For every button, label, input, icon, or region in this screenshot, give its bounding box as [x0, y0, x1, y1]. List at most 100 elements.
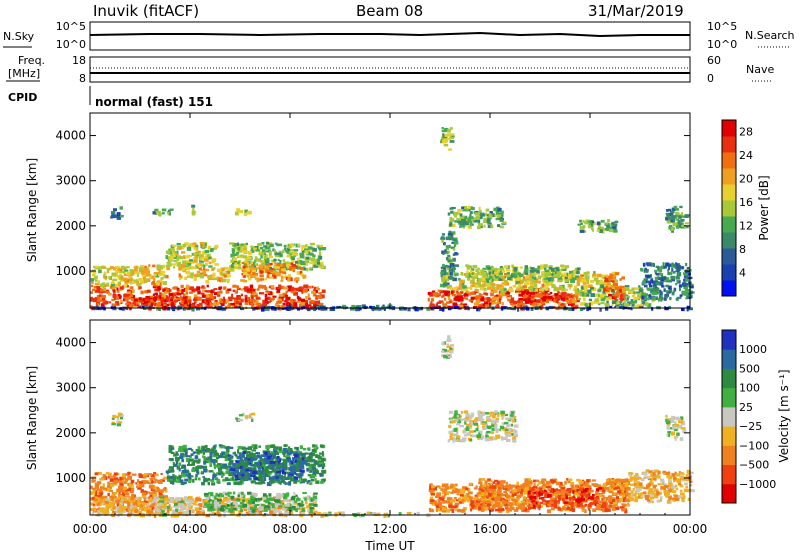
power-cell: [119, 206, 123, 210]
power-cell: [444, 133, 448, 137]
power-cell: [488, 269, 493, 273]
velocity-cell: [275, 467, 278, 471]
velocity-cell: [121, 473, 126, 478]
velocity-cell: [320, 480, 324, 484]
power-cell: [602, 229, 605, 234]
power-cell: [492, 289, 498, 293]
power-cell: [441, 276, 446, 280]
power-cell: [622, 290, 626, 293]
power-cell: [221, 278, 227, 283]
power-cell: [560, 297, 565, 301]
velocity-cell: [266, 471, 270, 474]
power-cell: [178, 273, 181, 277]
velocity-cell: [282, 508, 287, 511]
power-cell: [564, 288, 568, 291]
velocity-cell: [310, 478, 314, 482]
power-cell: [139, 266, 144, 271]
power-cell: [641, 299, 646, 302]
power-cell: [475, 212, 480, 216]
power-cell: [613, 223, 618, 227]
power-cell: [523, 276, 527, 279]
velocity-cell: [310, 470, 313, 473]
power-cell: [118, 268, 121, 271]
power-cell: [158, 292, 162, 295]
velocity-cell: [234, 453, 237, 456]
power-cell: [676, 272, 682, 276]
velocity-cell: [230, 498, 236, 501]
power-cell: [540, 264, 543, 268]
velocity-cell: [175, 460, 178, 465]
power-cell: [685, 289, 690, 293]
power-cell: [607, 219, 611, 223]
velocity-cell: [254, 444, 258, 448]
power-cell: [557, 295, 561, 300]
velocity-cell: [107, 504, 113, 508]
velocity-cell: [161, 479, 165, 482]
power-cell: [537, 275, 542, 278]
power-cell: [462, 282, 465, 286]
power-cell: [275, 255, 280, 258]
power-cell: [247, 271, 252, 275]
power-cell: [111, 304, 117, 308]
velocity-cell: [227, 491, 232, 495]
power-cell: [263, 245, 268, 248]
power-cell: [267, 263, 273, 266]
velocity-cell: [224, 453, 230, 457]
nsky-trace: [89, 31, 690, 38]
velocity-cell: [110, 508, 114, 511]
power-cell: [549, 273, 554, 276]
power-cell: [313, 264, 318, 268]
power-cell: [454, 251, 458, 256]
power-cell: [490, 224, 494, 229]
power-cell: [562, 291, 567, 295]
power-cell: [496, 286, 500, 290]
power-cell: [240, 247, 244, 251]
power-cell: [508, 288, 514, 293]
power-cell: [131, 289, 135, 293]
power-cell: [198, 302, 203, 307]
power-cell: [147, 270, 150, 274]
velocity-cell: [166, 510, 170, 513]
power-colorbar-frame: [721, 119, 737, 297]
velocity-cell: [107, 492, 110, 497]
power-cell: [473, 296, 478, 300]
power-cell: [685, 262, 688, 267]
power-cell: [289, 251, 293, 255]
power-cell: [487, 287, 492, 290]
power-cell: [251, 299, 257, 302]
power-cell: [286, 263, 291, 267]
power-cell: [276, 301, 281, 304]
power-cell: [600, 227, 605, 231]
power-cell: [449, 127, 453, 130]
power-cell: [555, 269, 560, 272]
power-cell: [560, 264, 565, 268]
velocity-cell: [217, 463, 222, 466]
velocity-cell: [244, 498, 249, 502]
power-cell: [479, 287, 484, 291]
velocity-cell: [212, 472, 216, 475]
power-cell: [573, 306, 579, 309]
power-cell: [257, 286, 263, 289]
power-cell: [299, 303, 302, 307]
power-cell: [557, 306, 560, 309]
power-cell: [156, 306, 159, 311]
power-cell: [660, 278, 665, 282]
power-cell: [655, 273, 660, 276]
power-cell: [556, 302, 562, 305]
velocity-cell: [90, 497, 94, 501]
power-cell: [205, 268, 210, 272]
power-cell: [668, 212, 674, 217]
velocity-cell: [208, 512, 214, 516]
power-cell: [317, 300, 321, 305]
power-cell: [162, 288, 167, 293]
power-cell: [312, 264, 315, 269]
velocity-cell: [197, 449, 201, 454]
power-cell: [651, 280, 654, 284]
velocity-cell: [225, 446, 229, 450]
power-cell: [619, 306, 624, 309]
power-cell: [225, 290, 230, 294]
power-cell: [436, 301, 442, 304]
power-cell: [651, 297, 656, 301]
velocity-cell: [297, 480, 301, 483]
power-cell: [310, 253, 314, 256]
